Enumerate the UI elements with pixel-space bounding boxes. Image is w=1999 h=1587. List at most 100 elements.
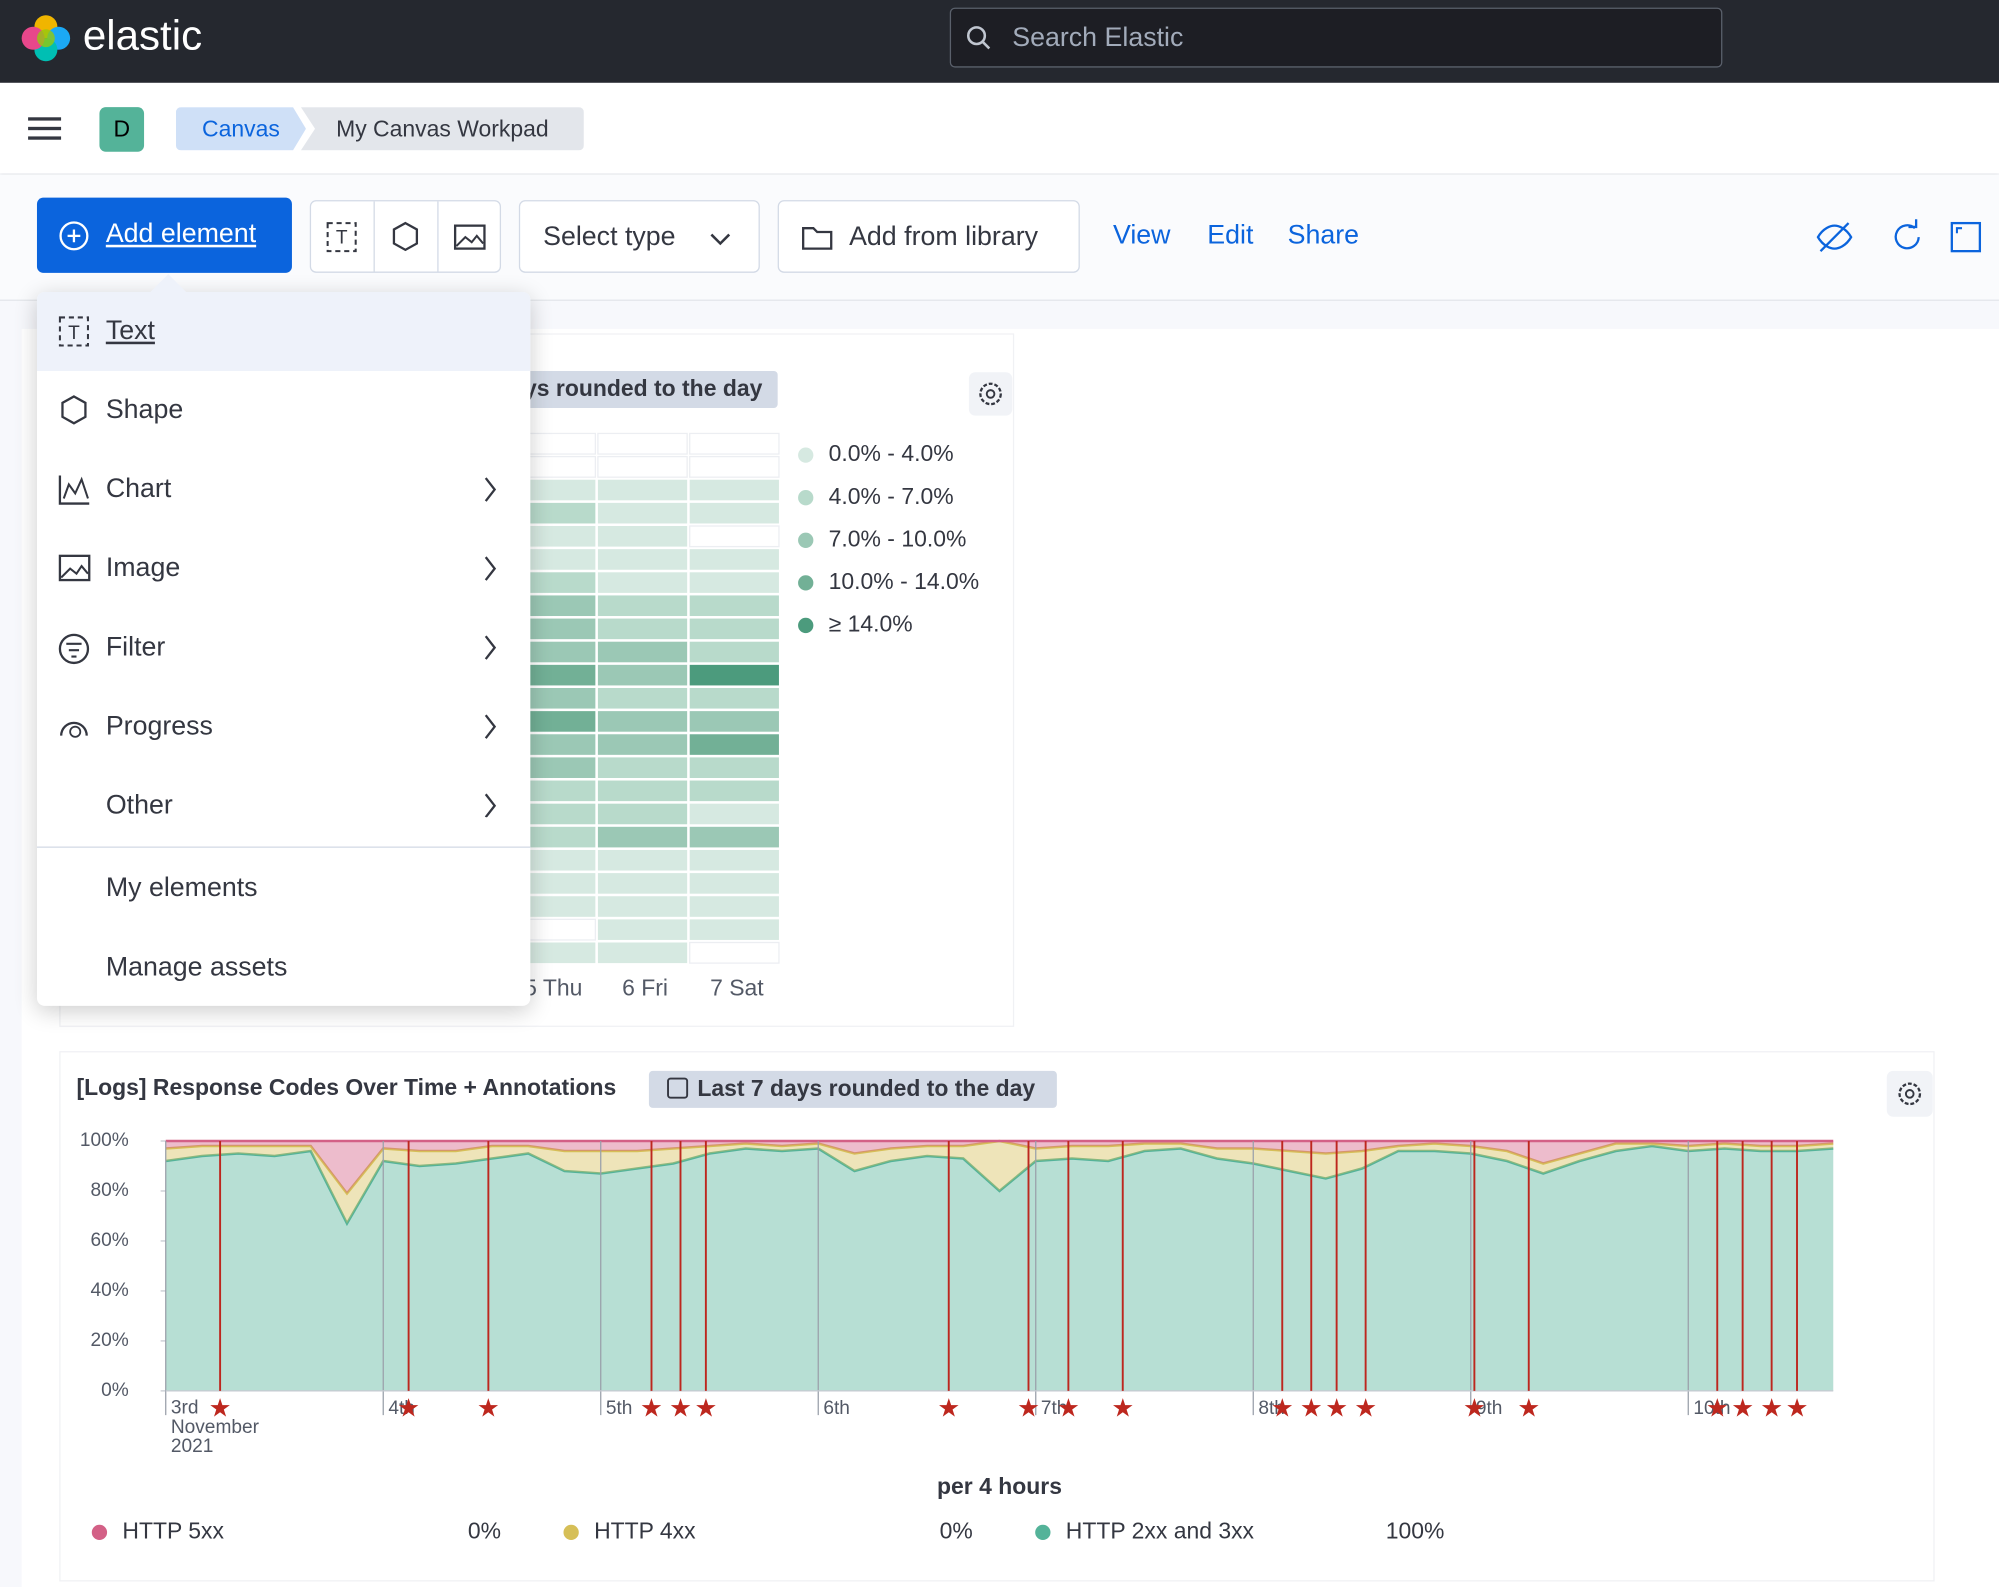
legend-dot	[798, 533, 813, 548]
heatmap-cell	[690, 503, 779, 524]
annotation-marker: ★	[937, 1395, 960, 1423]
heatmap-cell	[598, 757, 687, 778]
annotation-marker: ★	[1463, 1395, 1486, 1423]
y-tick-label: 60%	[91, 1230, 129, 1251]
edit-link[interactable]: Edit	[1207, 221, 1253, 252]
heatmap-cell	[598, 549, 687, 570]
annotation-marker: ★	[1706, 1395, 1729, 1423]
legend-value: 0%	[468, 1517, 501, 1543]
settings-button	[969, 372, 1012, 415]
heatmap-cell	[690, 457, 779, 478]
plus-icon	[59, 221, 90, 252]
menu-item[interactable]: Progress	[106, 711, 213, 742]
annotation-marker: ★	[477, 1395, 500, 1423]
menu-toggle[interactable]	[28, 116, 61, 141]
y-tick-label: 0%	[101, 1380, 129, 1401]
select-type-button[interactable]: Select type	[519, 200, 760, 273]
x-tick-label: 6th	[823, 1398, 850, 1419]
annotation-marker: ★	[1111, 1395, 1134, 1423]
heatmap-cell	[690, 757, 779, 778]
svg-text:T: T	[336, 228, 348, 249]
column-label: 7 Sat	[710, 974, 764, 1000]
toolbar-icons	[1810, 217, 1988, 258]
heatmap-cell	[598, 734, 687, 755]
heatmap-cell	[690, 665, 779, 686]
y-tick-label: 20%	[91, 1330, 129, 1351]
legend-dot	[1035, 1525, 1050, 1540]
search-placeholder: Search Elastic	[1012, 23, 1183, 54]
heatmap-cell	[598, 827, 687, 848]
add-element-button[interactable]: Add element	[37, 198, 292, 273]
heatmap-cell	[690, 804, 779, 825]
legend-dot	[798, 575, 813, 590]
svg-text:T: T	[68, 323, 80, 344]
menu-item[interactable]: Chart	[106, 474, 171, 505]
heatmap-cell	[690, 642, 779, 663]
y-tick-label: 80%	[91, 1180, 129, 1201]
heatmap-cell	[598, 642, 687, 663]
annotation-marker: ★	[1057, 1395, 1080, 1423]
legend-label: 4.0% - 7.0%	[829, 483, 954, 509]
share-link[interactable]: Share	[1288, 221, 1359, 252]
heatmap-cell	[690, 549, 779, 570]
breadcrumb[interactable]: Canvas	[176, 107, 306, 150]
annotation-marker: ★	[669, 1395, 692, 1423]
heatmap-cell	[690, 595, 779, 616]
x-tick-label: 5th	[606, 1398, 633, 1419]
annotation-marker: ★	[1760, 1395, 1783, 1423]
quick-add-icons: T	[311, 201, 500, 271]
menu-icons: T	[57, 315, 93, 838]
chevron-down	[709, 227, 732, 250]
chart-title: [Logs] Response Codes Over Time + Annota…	[76, 1074, 616, 1100]
menu-item[interactable]: Text	[106, 316, 155, 347]
search-box[interactable]: Search Elastic	[950, 8, 1723, 68]
heatmap-cell	[690, 711, 779, 732]
space-avatar[interactable]: D	[99, 107, 144, 152]
menu-item[interactable]: Shape	[106, 395, 183, 426]
annotation-marker: ★	[209, 1395, 232, 1423]
button-label: Add element	[106, 219, 256, 250]
legend-dot	[563, 1525, 578, 1540]
annotation-marker: ★	[1517, 1395, 1540, 1423]
heatmap-cell	[690, 919, 779, 940]
heatmap-cell	[598, 665, 687, 686]
add-from-library-button[interactable]: Add from library	[778, 200, 1080, 273]
menu-item[interactable]: Other	[106, 790, 173, 821]
menu-item[interactable]: My elements	[106, 873, 258, 904]
button-label: Select type	[543, 222, 675, 253]
menu-item[interactable]: Image	[106, 553, 180, 584]
heatmap-cell	[690, 619, 779, 640]
search-icon	[966, 25, 991, 50]
heatmap-cell	[690, 896, 779, 917]
annotation-marker: ★	[1300, 1395, 1323, 1423]
heatmap-cell	[598, 526, 687, 547]
legend-label: HTTP 2xx and 3xx	[1066, 1517, 1255, 1543]
legend-value: 100%	[1386, 1517, 1445, 1543]
heatmap-cell	[690, 572, 779, 593]
annotation-marker: ★	[1786, 1395, 1809, 1423]
menu-arrow	[149, 274, 187, 293]
menu-item[interactable]: Manage assets	[106, 952, 288, 983]
folder-icon	[801, 223, 834, 251]
column-label: 6 Fri	[622, 974, 668, 1000]
divider	[37, 847, 530, 848]
heatmap-cell	[598, 919, 687, 940]
button-label: Add from library	[849, 222, 1038, 253]
heatmap-cell	[598, 804, 687, 825]
heatmap-cell	[690, 688, 779, 709]
settings-button	[1887, 1071, 1933, 1117]
menu-item[interactable]: Filter	[106, 632, 166, 663]
heatmap-cell	[690, 873, 779, 894]
annotation-marker: ★	[1325, 1395, 1348, 1423]
heatmap-cell	[690, 943, 779, 964]
legend-label: ≥ 14.0%	[829, 611, 913, 637]
heatmap-cell	[690, 850, 779, 871]
view-link[interactable]: View	[1113, 221, 1171, 252]
legend-label: 0.0% - 4.0%	[829, 440, 954, 466]
heatmap-cell	[598, 873, 687, 894]
heatmap-cell	[598, 595, 687, 616]
top-bar: elastic Search Elastic	[0, 0, 1999, 83]
heatmap-cell	[598, 619, 687, 640]
logo	[20, 13, 71, 64]
